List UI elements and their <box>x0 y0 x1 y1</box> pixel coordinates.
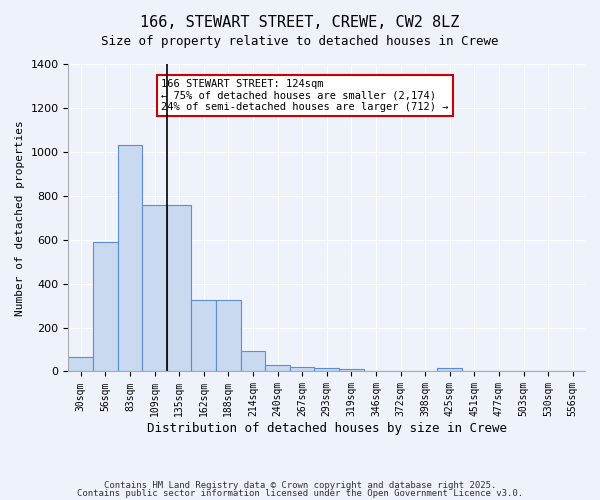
Bar <box>191 300 216 372</box>
Bar <box>241 350 265 372</box>
X-axis label: Distribution of detached houses by size in Crewe: Distribution of detached houses by size … <box>147 422 507 435</box>
Bar <box>216 300 241 372</box>
Text: Contains HM Land Registry data © Crown copyright and database right 2025.: Contains HM Land Registry data © Crown c… <box>104 481 496 490</box>
Text: 166, STEWART STREET, CREWE, CW2 8LZ: 166, STEWART STREET, CREWE, CW2 8LZ <box>140 15 460 30</box>
Bar <box>167 204 191 372</box>
Bar <box>339 370 364 372</box>
Bar <box>314 368 339 372</box>
Bar <box>265 365 290 372</box>
Bar <box>118 146 142 372</box>
Text: Size of property relative to detached houses in Crewe: Size of property relative to detached ho… <box>101 35 499 48</box>
Text: Contains public sector information licensed under the Open Government Licence v3: Contains public sector information licen… <box>77 488 523 498</box>
Text: 166 STEWART STREET: 124sqm
← 75% of detached houses are smaller (2,174)
24% of s: 166 STEWART STREET: 124sqm ← 75% of deta… <box>161 79 449 112</box>
Y-axis label: Number of detached properties: Number of detached properties <box>15 120 25 316</box>
Bar <box>93 242 118 372</box>
Bar <box>68 357 93 372</box>
Bar <box>290 367 314 372</box>
Bar <box>437 368 462 372</box>
Bar <box>142 204 167 372</box>
